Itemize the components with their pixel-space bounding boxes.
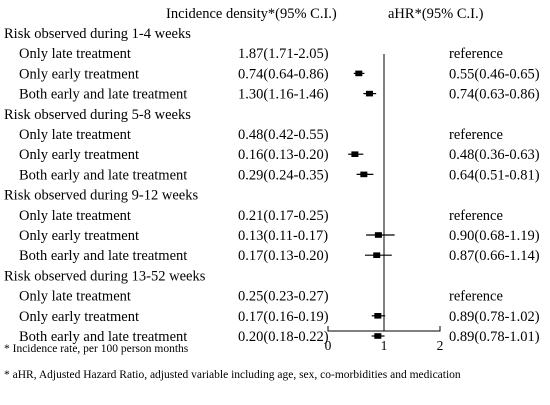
group-label: Risk observed during 13-52 weeks xyxy=(4,268,206,284)
hr-point xyxy=(360,171,368,178)
hr-point xyxy=(374,232,382,238)
row-label: Only early treatment xyxy=(19,228,139,244)
hr-point xyxy=(351,151,359,157)
incidence-value: 0.29(0.24-0.35) xyxy=(238,167,329,183)
incidence-value: 0.74(0.64-0.86) xyxy=(238,66,329,82)
row-label: Both early and late treatment xyxy=(19,329,187,345)
footnote-incidence: * Incidence rate, per 100 person months xyxy=(4,343,189,355)
incidence-value: 0.25(0.23-0.27) xyxy=(238,289,329,305)
x-axis: 0 1 2 xyxy=(325,54,444,353)
hr-point xyxy=(365,90,373,97)
row-label: Only late treatment xyxy=(19,208,131,224)
incidence-value: 0.17(0.13-0.20) xyxy=(238,248,329,264)
row-label: Both early and late treatment xyxy=(19,167,187,183)
row-label: Only early treatment xyxy=(19,66,139,82)
row-label: Both early and late treatment xyxy=(19,87,187,103)
forest-rows: Risk observed during 1-4 weeks Only late … xyxy=(4,26,540,345)
footnote-ahr: * aHR, Adjusted Hazard Ratio, adjusted v… xyxy=(4,369,461,381)
ahr-value: 0.90(0.68-1.19) xyxy=(449,228,540,244)
hr-point xyxy=(374,313,382,319)
incidence-value: 0.17(0.16-0.19) xyxy=(238,309,329,325)
incidence-header: Incidence density*(95% C.I.) xyxy=(166,6,337,22)
row-label: Only late treatment xyxy=(19,289,131,305)
group-label: Risk observed during 1-4 weeks xyxy=(4,26,191,42)
row-label: Only late treatment xyxy=(19,127,131,143)
ahr-value: reference xyxy=(449,46,503,62)
ahr-value: 0.89(0.78-1.01) xyxy=(449,329,540,345)
x-tick-label: 1 xyxy=(381,338,388,353)
ahr-value: reference xyxy=(449,127,503,143)
row-label: Only early treatment xyxy=(19,147,139,163)
x-tick-label: 2 xyxy=(437,338,444,353)
incidence-value: 0.13(0.11-0.17) xyxy=(238,228,328,244)
hr-point xyxy=(355,70,363,77)
ahr-value: 0.64(0.51-0.81) xyxy=(449,167,540,183)
ahr-value: reference xyxy=(449,208,503,224)
row-label: Both early and late treatment xyxy=(19,248,187,264)
incidence-value: 0.20(0.18-0.22) xyxy=(238,329,329,345)
incidence-value: 1.87(1.71-2.05) xyxy=(238,46,329,62)
incidence-value: 0.16(0.13-0.20) xyxy=(238,147,329,163)
hr-point xyxy=(374,333,382,339)
hr-point xyxy=(373,252,381,258)
ahr-value: 0.74(0.63-0.86) xyxy=(449,87,540,103)
ahr-value: 0.87(0.66-1.14) xyxy=(449,248,540,264)
incidence-value: 1.30(1.16-1.46) xyxy=(238,87,329,103)
ahr-value: 0.55(0.46-0.65) xyxy=(449,66,540,82)
group-label: Risk observed during 5-8 weeks xyxy=(4,107,191,123)
row-label: Only late treatment xyxy=(19,46,131,62)
incidence-value: 0.21(0.17-0.25) xyxy=(238,208,329,224)
ahr-value: reference xyxy=(449,289,503,305)
x-tick-label: 0 xyxy=(325,338,332,353)
ahr-value: 0.89(0.78-1.02) xyxy=(449,309,540,325)
group-label: Risk observed during 9-12 weeks xyxy=(4,188,198,204)
ahr-header: aHR*(95% C.I.) xyxy=(388,6,484,22)
row-label: Only early treatment xyxy=(19,309,139,325)
incidence-value: 0.48(0.42-0.55) xyxy=(238,127,329,143)
ahr-value: 0.48(0.36-0.63) xyxy=(449,147,540,163)
